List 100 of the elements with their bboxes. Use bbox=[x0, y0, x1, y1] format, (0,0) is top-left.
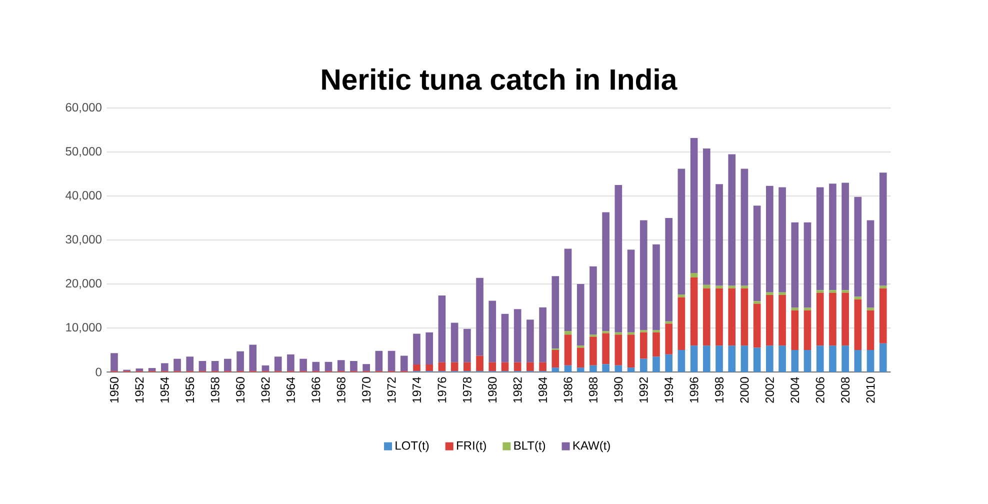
bar bbox=[552, 276, 560, 349]
bar bbox=[879, 286, 887, 288]
legend-label: KAW(t) bbox=[573, 440, 610, 452]
bar bbox=[148, 368, 156, 372]
y-tick-label: 40,000 bbox=[66, 191, 102, 201]
x-tick-label: 1966 bbox=[312, 377, 320, 402]
bar bbox=[614, 334, 622, 366]
bar bbox=[640, 332, 648, 359]
bar bbox=[388, 350, 396, 372]
bar bbox=[476, 278, 484, 356]
bar bbox=[854, 296, 862, 300]
bar bbox=[514, 362, 522, 372]
bar bbox=[866, 310, 874, 350]
bar bbox=[816, 292, 824, 346]
bar bbox=[702, 148, 710, 285]
bar bbox=[728, 286, 736, 288]
bar bbox=[740, 286, 748, 288]
bar bbox=[879, 343, 887, 372]
x-tick-label: 1964 bbox=[286, 377, 295, 402]
bar bbox=[791, 222, 799, 308]
bar bbox=[324, 362, 332, 372]
bar bbox=[627, 334, 635, 368]
x-tick-label: 1996 bbox=[690, 377, 698, 402]
bar bbox=[778, 346, 786, 372]
bar bbox=[590, 365, 597, 372]
bar bbox=[564, 334, 572, 366]
bar bbox=[564, 331, 572, 335]
bar bbox=[287, 354, 294, 372]
bar bbox=[627, 250, 635, 332]
bar bbox=[174, 358, 181, 372]
bar bbox=[753, 348, 761, 372]
bar bbox=[110, 353, 118, 372]
bar bbox=[753, 304, 761, 348]
bar bbox=[879, 172, 887, 286]
bar bbox=[716, 288, 723, 346]
bar bbox=[791, 310, 799, 350]
bar bbox=[450, 362, 458, 372]
bar bbox=[627, 368, 635, 372]
bar bbox=[854, 350, 862, 372]
bar bbox=[400, 356, 408, 372]
bar bbox=[211, 361, 219, 372]
bar bbox=[866, 308, 874, 310]
bar bbox=[337, 360, 345, 372]
x-tick-label: 1988 bbox=[588, 377, 598, 402]
bar bbox=[716, 286, 723, 288]
bar bbox=[866, 350, 874, 372]
bar bbox=[450, 322, 458, 362]
bar bbox=[740, 288, 748, 346]
bar bbox=[829, 346, 836, 372]
x-tick-label: 2000 bbox=[740, 377, 749, 403]
bar bbox=[778, 187, 786, 292]
bar bbox=[552, 368, 560, 372]
bar bbox=[678, 297, 686, 350]
bar bbox=[464, 362, 471, 372]
bar bbox=[564, 365, 572, 372]
x-tick-label: 1986 bbox=[564, 377, 572, 402]
x-tick-label: 1984 bbox=[538, 377, 548, 402]
bar bbox=[728, 288, 736, 346]
bar bbox=[829, 290, 836, 293]
bar bbox=[198, 361, 206, 372]
y-tick-label: 30,000 bbox=[66, 235, 102, 245]
bar bbox=[160, 363, 168, 372]
bar bbox=[438, 295, 446, 362]
x-tick-label: 1950 bbox=[110, 377, 118, 402]
bar bbox=[842, 292, 849, 346]
x-tick-label: 1980 bbox=[488, 377, 497, 402]
bar bbox=[804, 350, 812, 372]
legend-label: BLT(t) bbox=[514, 440, 546, 452]
bar bbox=[464, 328, 471, 362]
bar bbox=[640, 220, 648, 330]
bar bbox=[753, 301, 761, 304]
bar bbox=[716, 346, 723, 372]
bar bbox=[236, 351, 244, 372]
chart-title: Neritic tuna catch in India bbox=[322, 68, 678, 90]
bar bbox=[274, 356, 282, 372]
x-tick-label: 1952 bbox=[135, 377, 144, 402]
x-tick-label: 1968 bbox=[336, 377, 346, 402]
bar bbox=[854, 196, 862, 297]
x-tick-label: 1994 bbox=[664, 377, 674, 402]
x-tick-label: 1960 bbox=[236, 377, 245, 402]
x-tick-label: 1972 bbox=[387, 377, 396, 402]
bar bbox=[816, 187, 824, 290]
bar bbox=[526, 320, 534, 362]
bar bbox=[590, 266, 597, 335]
bar bbox=[362, 364, 370, 372]
bar bbox=[816, 290, 824, 293]
bar bbox=[829, 292, 836, 346]
bar bbox=[488, 362, 496, 372]
bar bbox=[640, 358, 648, 372]
bar bbox=[690, 138, 698, 274]
bar bbox=[678, 168, 686, 295]
bar bbox=[590, 336, 597, 366]
bar bbox=[514, 309, 522, 362]
bar bbox=[564, 248, 572, 332]
bar bbox=[665, 321, 673, 324]
bar bbox=[652, 332, 660, 357]
x-tick-label: 1970 bbox=[362, 377, 371, 402]
bar bbox=[602, 364, 610, 372]
bar bbox=[702, 284, 710, 288]
bar bbox=[866, 220, 874, 308]
